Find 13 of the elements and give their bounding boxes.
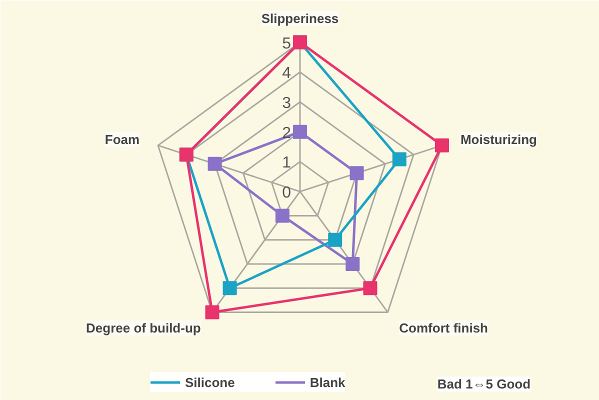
y-tick-label: 3 bbox=[282, 94, 292, 112]
legend-label: Blank bbox=[310, 374, 346, 390]
spoke-label: Slipperiness bbox=[261, 10, 339, 26]
legend-label: Silicone bbox=[185, 374, 235, 390]
spoke-label: Comfort finish bbox=[399, 320, 488, 336]
spoke-label: Foam bbox=[104, 132, 140, 147]
spoke-label: Degree of build-up bbox=[86, 320, 201, 336]
text: Bad 1⇔5 Good bbox=[437, 376, 531, 392]
y-tick-label: 0 bbox=[282, 184, 292, 202]
y-tick-label: 4 bbox=[282, 65, 292, 82]
y-tick-label: 5 bbox=[282, 35, 292, 52]
spoke-label: Moisturizing bbox=[460, 132, 538, 147]
y-tick-label: 1 bbox=[282, 154, 292, 172]
